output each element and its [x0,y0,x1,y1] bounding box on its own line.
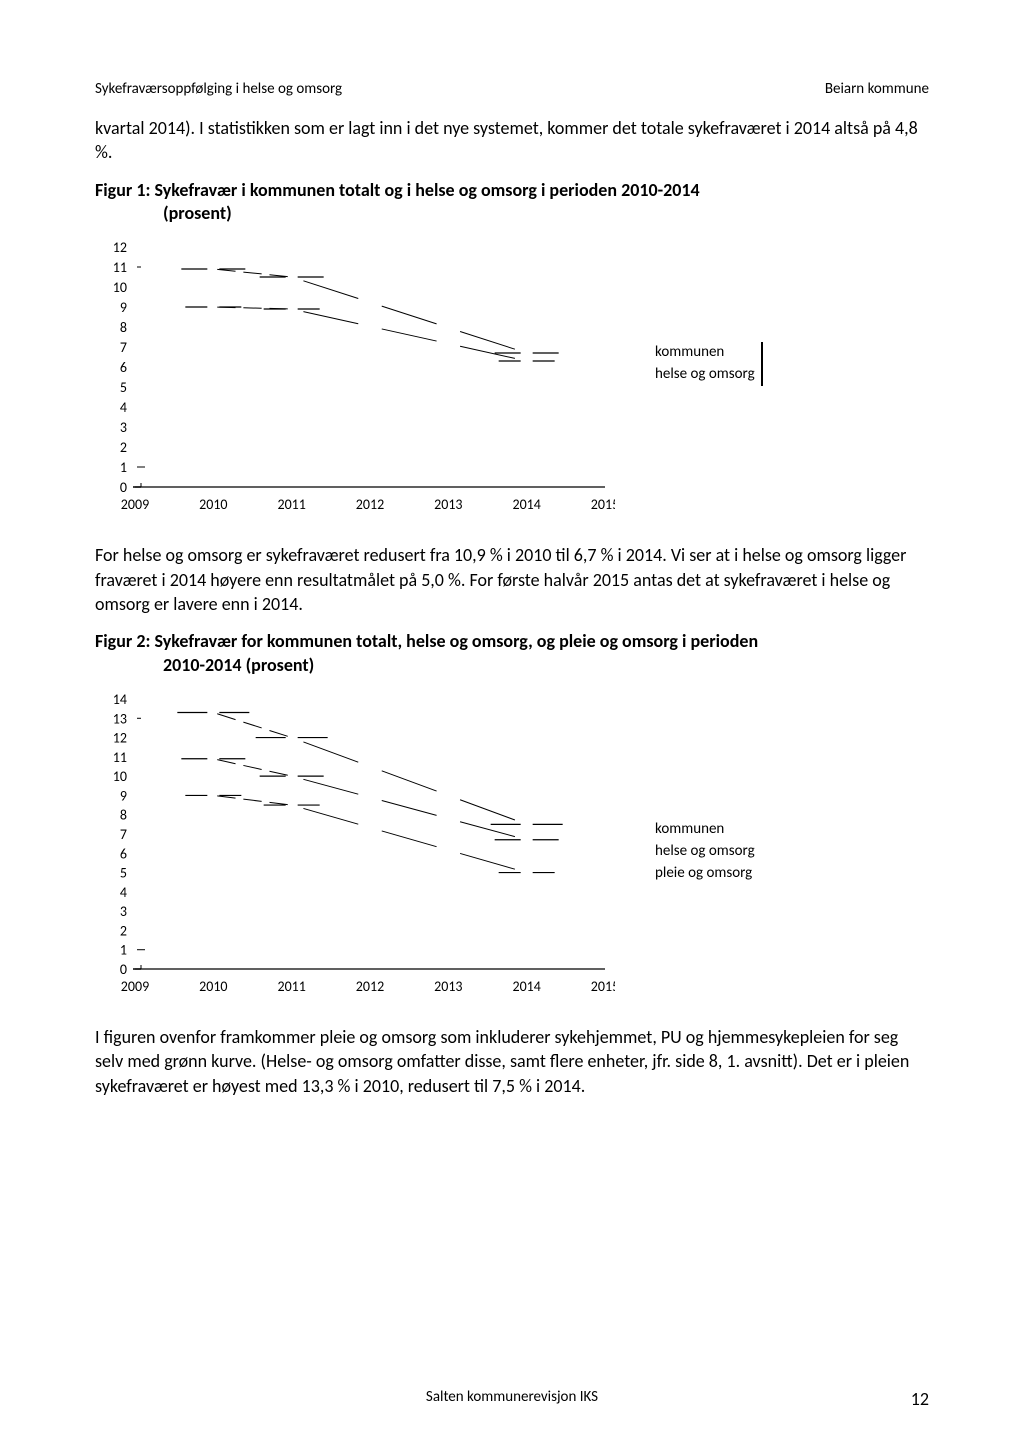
svg-text:7: 7 [120,826,127,843]
document-page: Sykefraværsoppfølging i helse og omsorg … [0,0,1024,1450]
svg-text:1: 1 [120,942,127,959]
svg-text:4: 4 [120,399,127,416]
svg-text:2: 2 [120,922,127,939]
svg-text:1: 1 [120,459,127,476]
svg-text:8: 8 [120,807,127,824]
legend-item-kommunen: kommunen [655,342,755,364]
figure-2-chart: 0123456789101112131420092010201120122013… [95,689,929,999]
svg-text:2014: 2014 [512,496,540,513]
figure-1-title: Figur 1: Sykefravær i kommunen totalt og… [95,179,929,226]
svg-text:14: 14 [113,691,127,708]
svg-text:9: 9 [120,787,127,804]
svg-text:0: 0 [120,479,127,496]
footer-center: Salten kommunerevisjon IKS [95,1388,929,1406]
figure-2-legend: kommunen helse og omsorg pleie og omsorg [655,819,761,884]
legend-item-kommunen-2: kommunen [655,819,755,841]
svg-text:5: 5 [120,865,127,882]
svg-text:12: 12 [113,239,127,256]
figure-2-title-sub: 2010-2014 (prosent) [95,654,929,677]
paragraph-3: I figuren ovenfor framkommer pleie og om… [95,1025,929,1098]
legend-item-helse-2: helse og omsorg [655,841,755,863]
svg-text:2012: 2012 [356,978,384,995]
svg-text:2014: 2014 [512,978,540,995]
svg-text:2015: 2015 [591,978,615,995]
svg-text:9: 9 [120,299,127,316]
svg-text:2009: 2009 [121,978,149,995]
svg-text:11: 11 [113,259,127,276]
svg-text:13: 13 [113,710,127,727]
svg-text:2012: 2012 [356,496,384,513]
svg-text:2013: 2013 [434,496,462,513]
legend-item-helse: helse og omsorg [655,364,755,386]
figure-1-svg: 0123456789101112200920102011201220132014… [95,237,615,517]
svg-text:2013: 2013 [434,978,462,995]
svg-text:6: 6 [120,359,127,376]
svg-text:6: 6 [120,845,127,862]
svg-text:7: 7 [120,339,127,356]
svg-text:2011: 2011 [277,978,305,995]
svg-text:3: 3 [120,419,127,436]
svg-text:10: 10 [113,279,127,296]
figure-2-title-lead: Figur 2: Sykefravær for kommunen totalt,… [95,630,758,652]
figure-1-chart: 0123456789101112200920102011201220132014… [95,237,929,517]
header-left: Sykefraværsoppfølging i helse og omsorg [95,80,342,98]
svg-text:0: 0 [120,961,127,978]
svg-text:2011: 2011 [277,496,305,513]
figure-1-title-lead: Figur 1: Sykefravær i kommunen totalt og… [95,179,700,201]
svg-text:2: 2 [120,439,127,456]
svg-text:8: 8 [120,319,127,336]
svg-text:10: 10 [113,768,127,785]
svg-text:2010: 2010 [199,496,227,513]
svg-text:2009: 2009 [121,496,149,513]
paragraph-2: For helse og omsorg er sykefraværet redu… [95,543,929,616]
figure-1-legend: kommunen helse og omsorg [655,342,763,386]
figure-2-title: Figur 2: Sykefravær for kommunen totalt,… [95,630,929,677]
page-footer: Salten kommunerevisjon IKS 12 [95,1388,929,1410]
svg-text:4: 4 [120,884,127,901]
figure-1-title-sub: (prosent) [95,202,929,225]
svg-text:2010: 2010 [199,978,227,995]
svg-text:12: 12 [113,730,127,747]
svg-text:11: 11 [113,749,127,766]
page-header: Sykefraværsoppfølging i helse og omsorg … [95,80,929,98]
figure-2-svg: 0123456789101112131420092010201120122013… [95,689,615,999]
svg-text:5: 5 [120,379,127,396]
legend-item-pleie: pleie og omsorg [655,863,755,885]
header-right: Beiarn kommune [825,80,929,98]
paragraph-1: kvartal 2014). I statistikken som er lag… [95,116,929,165]
svg-text:2015: 2015 [591,496,615,513]
svg-text:3: 3 [120,903,127,920]
